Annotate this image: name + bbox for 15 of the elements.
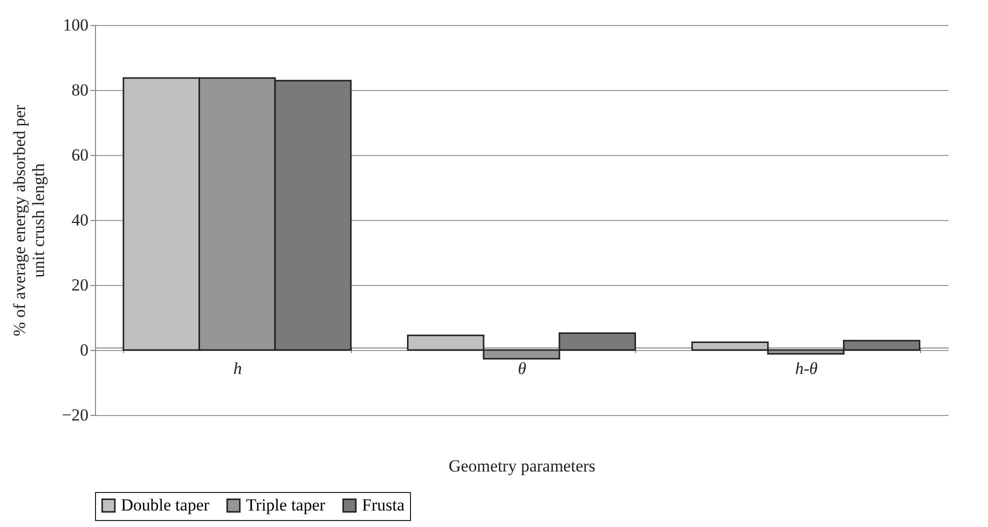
x-tick-label: h-θ bbox=[795, 359, 818, 378]
y-axis-title: % of average energy absorbed per unit crush length bbox=[10, 104, 48, 336]
x-tick-label: θ bbox=[518, 359, 526, 378]
legend-label: Frusta bbox=[362, 496, 405, 515]
y-tick-label: 40 bbox=[72, 210, 88, 230]
y-tick-label: 20 bbox=[72, 276, 88, 294]
y-tick-label: 60 bbox=[72, 146, 88, 164]
x-tick-label: h bbox=[233, 359, 242, 378]
y-tick-label: −20 bbox=[62, 406, 88, 424]
y-tick-label: 80 bbox=[72, 80, 88, 100]
legend-label: Double taper bbox=[121, 496, 210, 515]
x-axis-title: Geometry parameters bbox=[448, 456, 596, 476]
y-tick-label: 0 bbox=[80, 340, 88, 360]
legend-label: Triple taper bbox=[246, 496, 326, 515]
y-tick-label: 100 bbox=[63, 16, 88, 34]
